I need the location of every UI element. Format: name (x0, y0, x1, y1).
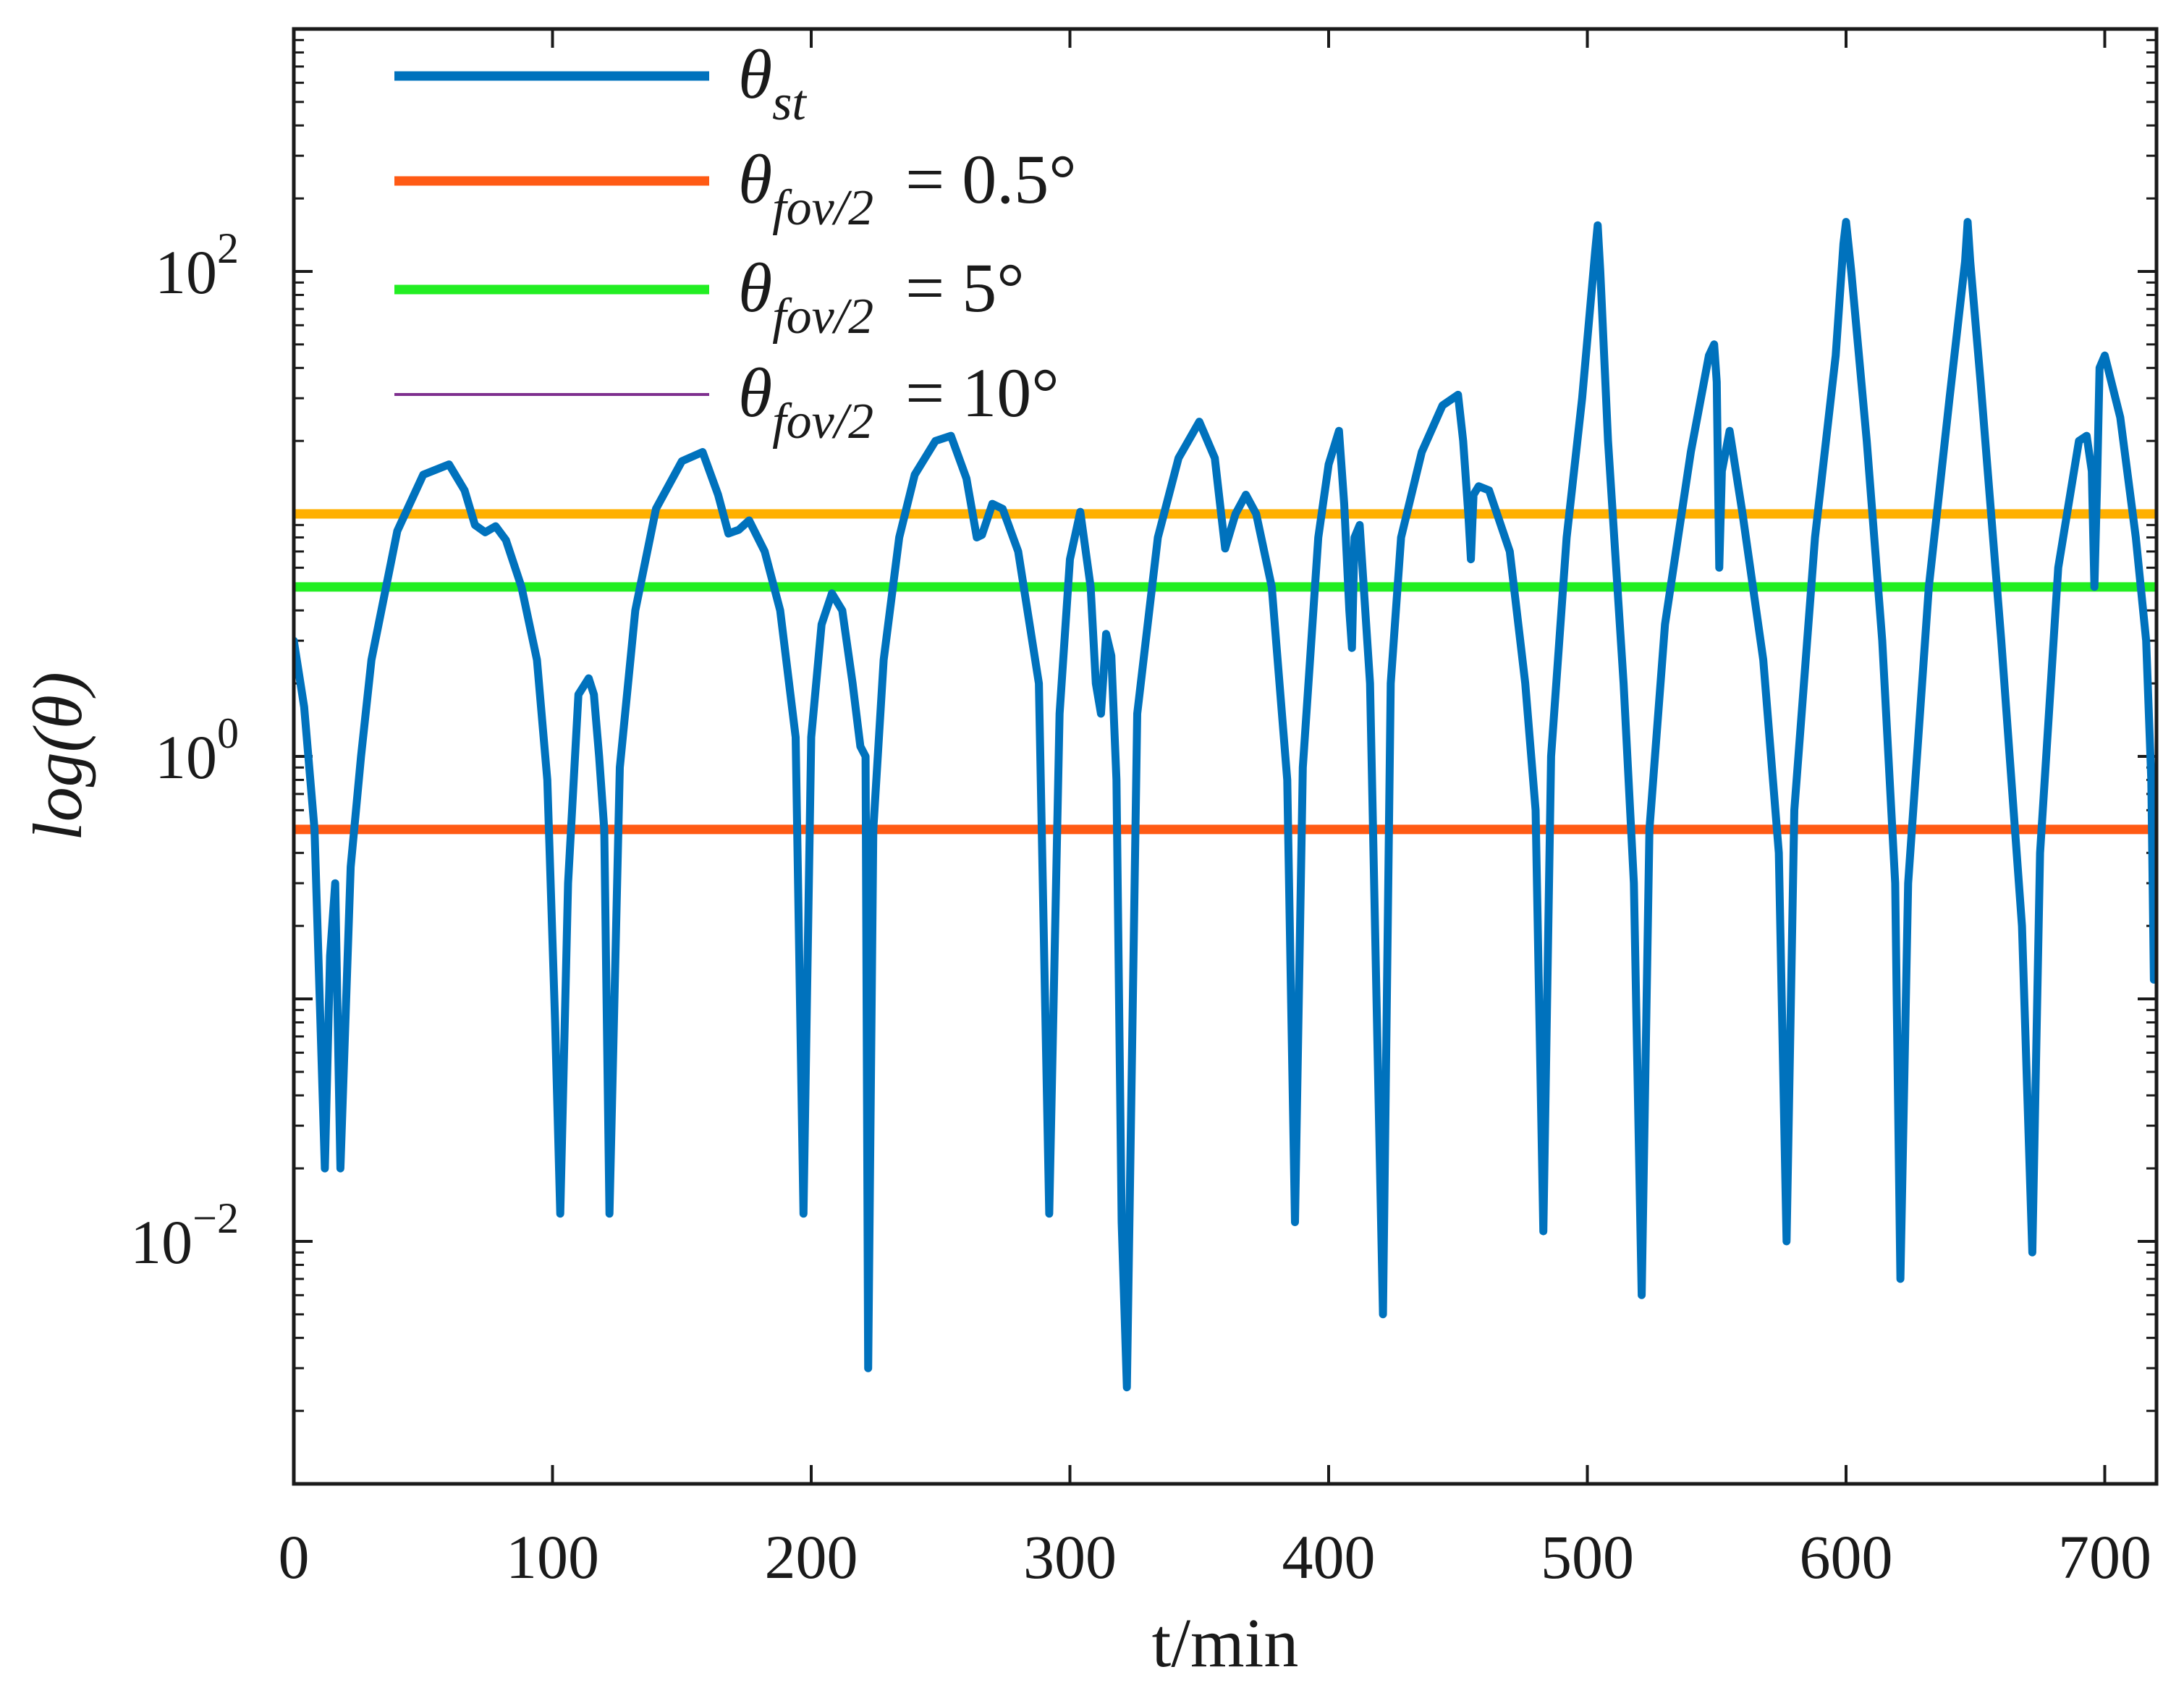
tick-labels: 0 100 200 300 400 500 600 700 102 100 10−2 (130, 224, 2151, 1592)
legend: θst θfov/2 = 0.5° θfov/2 = 5°θfov/2 = 10° (394, 35, 1077, 449)
x-tick-label: 200 (765, 1522, 858, 1592)
legend-label-fov10: θfov/2 = 10° (738, 354, 1059, 449)
series-line-theta_st (294, 218, 2157, 1392)
plot-area (294, 218, 2157, 1392)
series-group (294, 218, 2157, 1392)
x-tick-label: 700 (2058, 1522, 2151, 1592)
x-axis-label: t/min (1152, 1604, 1299, 1681)
x-tick-label: 300 (1023, 1522, 1117, 1592)
legend-label-st: θst (738, 35, 807, 131)
y-tick-label: 100 (155, 709, 239, 792)
x-tick-label: 600 (1800, 1522, 1893, 1592)
x-tick-label: 400 (1282, 1522, 1376, 1592)
legend-label-fov5: θfov/2 = 5° (738, 249, 1025, 345)
legend-label-fov05: θfov/2 = 0.5° (738, 140, 1077, 236)
x-tick-label: 100 (506, 1522, 599, 1592)
axes: 0 100 200 300 400 500 600 700 102 100 10−2 (130, 28, 2157, 1592)
y-tick-label: 102 (155, 224, 239, 307)
y-tick-label: 10−2 (130, 1194, 239, 1277)
axes-frame (292, 27, 2159, 1486)
y-axis-label: log(θ) (19, 672, 96, 841)
x-tick-label: 0 (279, 1522, 310, 1592)
x-tick-label: 500 (1541, 1522, 1634, 1592)
